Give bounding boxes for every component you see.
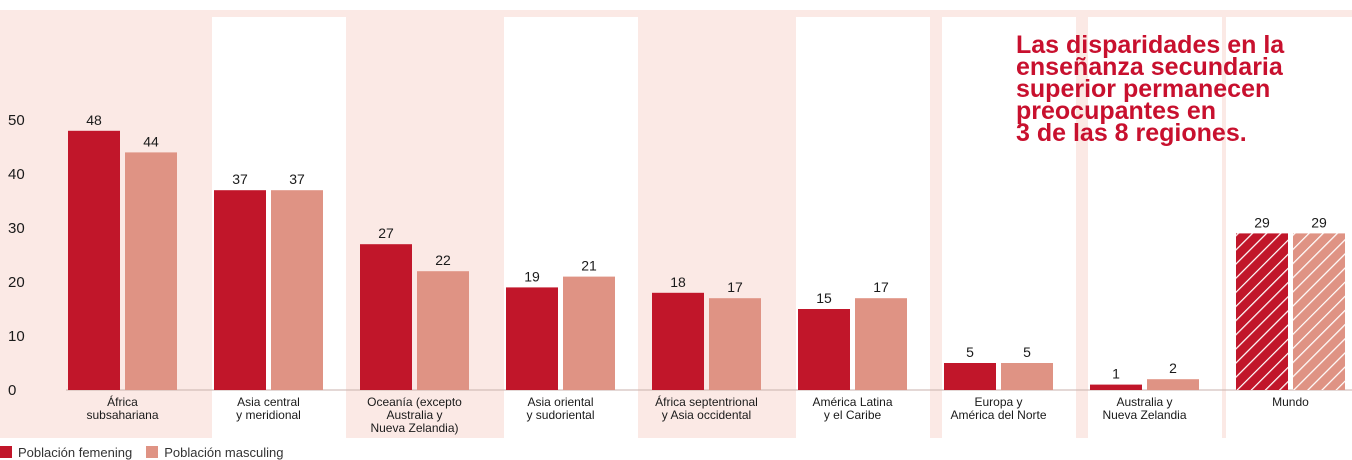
category-label-8: Mundo (1272, 395, 1309, 409)
value-label-female-3: 19 (524, 268, 540, 284)
value-label-male-1: 37 (289, 171, 305, 187)
value-label-male-8: 29 (1311, 214, 1327, 230)
value-label-female-0: 48 (86, 112, 102, 128)
value-label-male-4: 17 (727, 279, 743, 295)
value-label-female-7: 1 (1112, 366, 1120, 382)
bar-female-7 (1090, 384, 1142, 390)
value-label-female-8: 29 (1254, 214, 1270, 230)
legend-label-female: Población femening (18, 444, 133, 460)
value-label-male-0: 44 (143, 133, 159, 149)
legend-label-male: Población masculing (164, 444, 284, 460)
category-label-7: Australia y Nueva Zelandia (1102, 395, 1186, 422)
headline: Las disparidades en la enseñanza secunda… (1016, 31, 1285, 147)
category-label-3: Asia oriental y sudoriental (526, 395, 594, 422)
bar-female-3 (506, 287, 558, 390)
bar-male-2 (417, 271, 469, 390)
bar-female-1 (214, 190, 266, 390)
legend-swatch-female (0, 446, 12, 458)
legend-item-female: Población femening (0, 445, 132, 460)
legend: Población femening Población masculing (0, 445, 283, 460)
value-label-female-1: 37 (232, 171, 248, 187)
bar-male-6 (1001, 363, 1053, 390)
value-label-female-6: 5 (966, 344, 974, 360)
bar-female-2 (360, 244, 412, 390)
category-label-0: África subsahariana (86, 394, 158, 422)
value-label-male-6: 5 (1023, 344, 1031, 360)
bar-female-0 (68, 130, 120, 391)
bar-male-7 (1147, 379, 1199, 390)
bar-female-4 (652, 292, 704, 390)
bar-female-8 (1236, 233, 1288, 390)
value-label-female-2: 27 (378, 225, 394, 241)
column-band-7 (1088, 17, 1222, 438)
bar-male-1 (271, 190, 323, 390)
category-label-4: África septentrional y Asia occidental (655, 394, 758, 422)
bar-male-0 (125, 152, 177, 390)
y-tick-label: 40 (8, 166, 25, 183)
category-label-2: Oceanía (excepto Australia y Nueva Zelandi… (367, 395, 462, 435)
category-label-1: Asia central y meridional (236, 395, 301, 422)
y-tick-label: 0 (8, 382, 16, 399)
bar-male-4 (709, 298, 761, 390)
value-label-male-7: 2 (1169, 360, 1177, 376)
value-label-male-2: 22 (435, 252, 451, 268)
y-tick-label: 10 (8, 328, 25, 345)
bar-female-5 (798, 309, 850, 390)
y-tick-label: 30 (8, 220, 25, 237)
bar-male-5 (855, 298, 907, 390)
bar-male-8 (1293, 233, 1345, 390)
value-label-female-4: 18 (670, 274, 686, 290)
bar-female-6 (944, 363, 996, 390)
value-label-male-3: 21 (581, 258, 597, 274)
category-label-5: América Latina y el Caribe (812, 395, 892, 422)
bar-male-3 (563, 276, 615, 390)
y-tick-label: 50 (8, 112, 25, 129)
y-tick-label: 20 (8, 274, 25, 291)
legend-swatch-male (146, 446, 159, 458)
category-label-6: Europa y América del Norte (950, 395, 1046, 422)
legend-item-male: Población masculing (146, 445, 283, 460)
value-label-male-5: 17 (873, 279, 889, 295)
value-label-female-5: 15 (816, 290, 832, 306)
